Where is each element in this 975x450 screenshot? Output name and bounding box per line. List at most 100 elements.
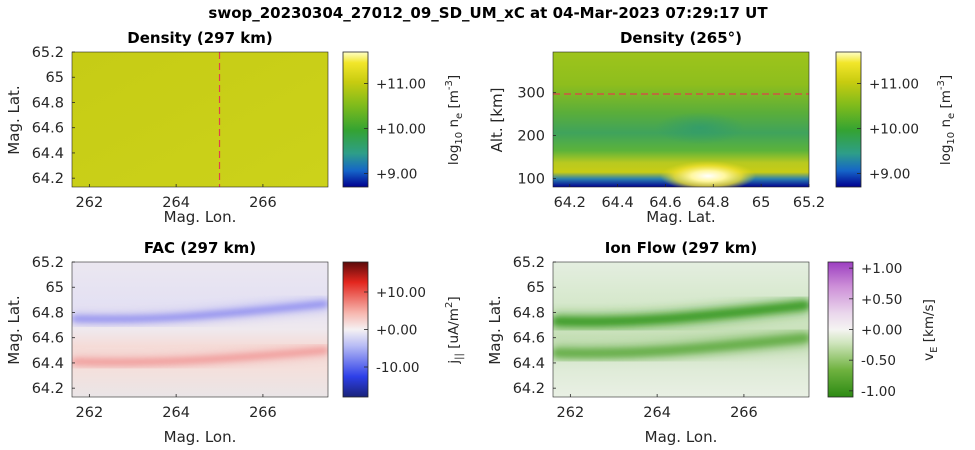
- colorbar-ticks: +9.00 +10.00 +11.00: [364, 77, 426, 183]
- colorbar-tick-label: +11.00: [869, 77, 919, 93]
- y-tick-label: 200: [517, 129, 545, 145]
- y-tick-label: 65: [46, 280, 64, 296]
- y-tick-label: 65: [46, 70, 64, 86]
- heatmap-trough: [655, 112, 745, 144]
- y-tick-label: 64.8: [32, 305, 64, 321]
- y-ticks: 64.2 64.4 64.6 64.8 65 65.2: [32, 45, 75, 187]
- y-tick-label: 64.2: [513, 381, 545, 397]
- colorbar: [827, 261, 854, 398]
- colorbar-tick-label: +1.00: [861, 261, 902, 277]
- y-tick-label: 64.2: [32, 381, 64, 397]
- x-tick-label: 266: [249, 195, 277, 211]
- colorbar-tick-label: -1.00: [861, 384, 896, 400]
- x-axis-label: Mag. Lon.: [164, 428, 237, 446]
- colorbar-tick-label: +0.00: [861, 323, 902, 339]
- y-axis-label: Mag. Lat.: [486, 295, 504, 364]
- colorbar-tick-label: +9.00: [869, 167, 910, 183]
- heatmap-band: [72, 347, 328, 365]
- x-tick-label: 64.2: [554, 195, 586, 211]
- x-tick-label: 64.8: [697, 195, 729, 211]
- y-tick-label: 64.2: [32, 171, 64, 187]
- x-ticks: 262 264 266: [76, 184, 277, 211]
- colorbar-ticks: +9.00 +10.00 +11.00: [857, 77, 919, 183]
- colorbar-tick-label: +0.00: [376, 323, 417, 339]
- heatmap-bands: [72, 298, 328, 368]
- x-tick-label: 264: [162, 195, 190, 211]
- colorbar: [835, 51, 862, 188]
- heatmap-band: [553, 333, 809, 358]
- y-axis-label: Mag. Lat.: [5, 85, 23, 154]
- x-tick-label: 65: [752, 195, 770, 211]
- x-tick-label: 266: [730, 405, 758, 421]
- colorbar-tick-label: +0.50: [861, 292, 902, 308]
- y-tick-label: 64.8: [513, 305, 545, 321]
- heatmap-bands: [553, 296, 809, 362]
- heatmap-image: [72, 262, 328, 397]
- density-map-panel: Density (297 km) 262 264 266 64.264.464.66…: [5, 29, 465, 226]
- colorbar-label: log10 ne [m-3]: [936, 75, 957, 165]
- colorbar-label: j|| [uA/m2]: [444, 296, 465, 364]
- y-tick-label: 64.6: [32, 121, 64, 137]
- y-tick-label: 65: [527, 280, 545, 296]
- axes-frame: [552, 51, 810, 188]
- colorbar-tick-label: -0.50: [861, 353, 896, 369]
- x-tick-label: 65.2: [793, 195, 825, 211]
- x-tick-label: 64.6: [649, 195, 681, 211]
- x-axis-label: Mag. Lon.: [164, 208, 237, 226]
- y-axis-label: Alt. [km]: [488, 88, 506, 153]
- panel-title: Ion Flow (297 km): [605, 239, 757, 257]
- colorbar: [342, 51, 369, 188]
- x-tick-label: 64.4: [601, 195, 633, 211]
- y-tick-label: 65.2: [513, 255, 545, 271]
- y-tick-label: 64.6: [513, 331, 545, 347]
- colorbar-tick-label: +11.00: [376, 77, 426, 93]
- colorbar-tick-label: +10.00: [869, 122, 919, 138]
- x-tick-label: 262: [76, 405, 104, 421]
- heatmap-band: [553, 300, 809, 326]
- axes-frame: [71, 261, 329, 398]
- colorbar-tick-label: +10.00: [376, 285, 426, 301]
- colorbar-label: vE [km/s]: [921, 299, 940, 361]
- axes-frame: [71, 51, 329, 188]
- x-ticks: 262 264 266: [76, 394, 277, 421]
- y-ticks: 64.2 64.4 64.6 64.8 65 65.2: [513, 255, 556, 397]
- colorbar-ticks: +1.00 +0.50 +0.00 -0.50 -1.00: [849, 261, 902, 400]
- x-tick-label: 262: [557, 405, 585, 421]
- x-axis-label: Mag. Lon.: [645, 428, 718, 446]
- heatmap-band: [72, 301, 328, 322]
- x-ticks: 64.2 64.4 64.6 64.8 65 65.2: [554, 184, 825, 211]
- y-tick-label: 64.4: [32, 356, 64, 372]
- heatmap-image: [72, 52, 328, 187]
- x-tick-label: 266: [249, 405, 277, 421]
- y-ticks: 64.2 64.4 64.6 64.8 65 65.2: [32, 255, 75, 397]
- colorbar-tick-label: -10.00: [376, 360, 420, 376]
- colorbar-label: log10 ne [m-3]: [444, 75, 465, 165]
- x-tick-label: 264: [162, 405, 190, 421]
- x-tick-label: 262: [76, 195, 104, 211]
- y-ticks: 100 200 300: [517, 86, 556, 187]
- colorbar-tick-label: +9.00: [376, 167, 417, 183]
- axes-frame: [552, 261, 810, 398]
- x-ticks: 262 264 266: [557, 394, 758, 421]
- y-tick-label: 64.4: [32, 146, 64, 162]
- y-tick-label: 65.2: [32, 45, 64, 61]
- panel-title: Density (265°): [620, 29, 742, 47]
- colorbar: [342, 261, 369, 398]
- y-axis-label: Mag. Lat.: [5, 295, 23, 364]
- colorbar-ticks: -10.00 +0.00 +10.00: [364, 285, 426, 376]
- figure-title: swop_20230304_27012_09_SD_UM_xC at 04-Ma…: [208, 4, 768, 22]
- x-axis-label: Mag. Lat.: [646, 208, 715, 226]
- y-tick-label: 64.8: [32, 95, 64, 111]
- y-tick-label: 100: [517, 171, 545, 187]
- x-tick-label: 264: [643, 405, 671, 421]
- y-tick-label: 64.6: [32, 331, 64, 347]
- y-tick-label: 64.4: [513, 356, 545, 372]
- colorbar-tick-label: +10.00: [376, 122, 426, 138]
- heatmap-peak: [660, 161, 756, 187]
- panel-title: FAC (297 km): [144, 239, 256, 257]
- fac-map-panel: FAC (297 km) 262 264 266 64.264.464.664.86…: [5, 239, 465, 446]
- density-altitude-panel: Density (265°) 64.2 64.4 64.6 64.8 65 65.2 10…: [488, 29, 957, 226]
- y-tick-label: 65.2: [32, 255, 64, 271]
- panel-title: Density (297 km): [127, 29, 272, 47]
